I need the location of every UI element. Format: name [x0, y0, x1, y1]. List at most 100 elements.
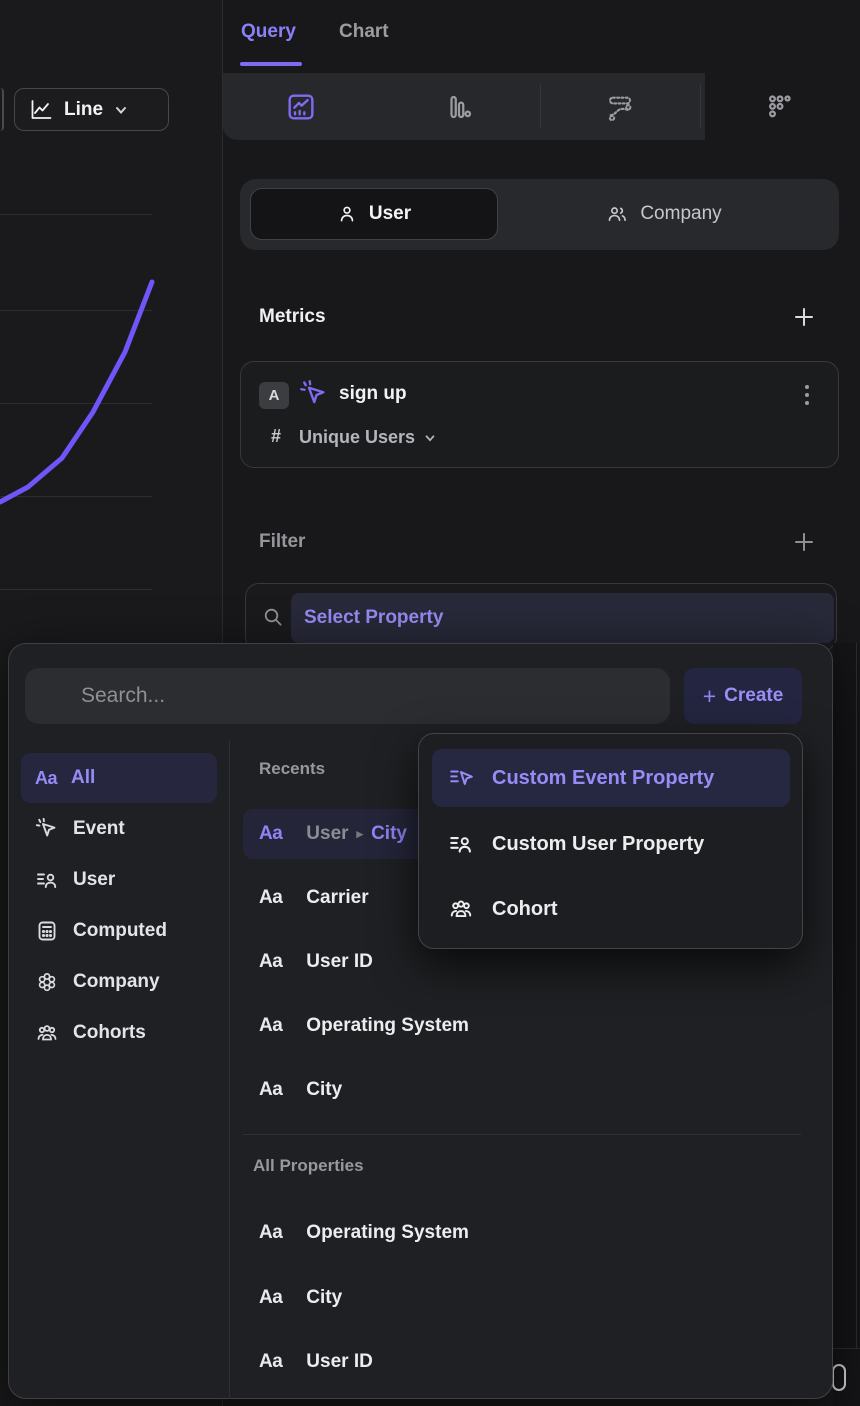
- bar-chart-icon: [450, 95, 472, 118]
- sidebar-divider: [229, 740, 230, 1399]
- aa-icon: Aa: [35, 767, 58, 788]
- cursor-sparkle-icon: [35, 817, 56, 837]
- underlying-panel-border: [856, 643, 857, 1349]
- metric-card[interactable]: A sign up # Unique Users: [240, 361, 839, 468]
- category-label: Company: [73, 971, 160, 992]
- chart-type-insights[interactable]: [223, 73, 378, 140]
- chart-type-retention[interactable]: [700, 73, 860, 140]
- recent-item[interactable]: Aa City: [243, 1065, 342, 1115]
- plus-icon: +: [702, 682, 717, 709]
- people-icon: [608, 207, 627, 222]
- property-label: Carrier: [306, 887, 369, 908]
- recent-child: City: [371, 823, 407, 844]
- property-label: City: [306, 1287, 343, 1308]
- retention-dots-icon: [768, 94, 791, 117]
- recent-item[interactable]: Aa User ID: [243, 937, 373, 987]
- menu-item-cohort[interactable]: Cohort: [432, 883, 790, 935]
- gridline: [0, 403, 152, 404]
- list-divider: [243, 1134, 801, 1135]
- modal-search-input[interactable]: [25, 668, 670, 724]
- property-item[interactable]: Aa User ID: [243, 1337, 373, 1387]
- aa-icon: Aa: [259, 1015, 283, 1036]
- add-metric-button[interactable]: [793, 306, 815, 328]
- category-all[interactable]: Aa All: [21, 753, 217, 803]
- clipped-keycap-hint: [832, 1364, 846, 1391]
- select-property-input[interactable]: Select Property: [291, 593, 834, 643]
- flow-chart-icon: [608, 96, 632, 121]
- recent-item-selected[interactable]: Aa User ▸ City: [243, 809, 425, 859]
- aa-icon: Aa: [259, 951, 283, 972]
- scope-option-company[interactable]: Company: [498, 188, 830, 240]
- recent-parent: User: [306, 823, 349, 844]
- menu-item-label: Custom Event Property: [492, 766, 715, 789]
- scope-user-label: User: [368, 203, 412, 224]
- gridline: [0, 310, 152, 311]
- list-person-icon: [450, 837, 471, 853]
- select-property-placeholder: Select Property: [304, 607, 444, 628]
- property-item[interactable]: Aa City: [243, 1273, 342, 1323]
- gridline: [0, 214, 152, 215]
- tab-chart[interactable]: Chart: [339, 21, 389, 42]
- aa-icon: Aa: [259, 1222, 283, 1243]
- metric-event-name: sign up: [339, 383, 407, 404]
- chart-type-tabbar: [223, 73, 860, 140]
- menu-item-custom-event-property[interactable]: Custom Event Property: [432, 749, 790, 807]
- category-event[interactable]: Event: [21, 804, 217, 854]
- aa-icon: Aa: [259, 1351, 283, 1372]
- company-icon: [38, 973, 56, 992]
- search-icon: [264, 608, 282, 626]
- active-tab-underline: [240, 62, 302, 66]
- category-computed[interactable]: Computed: [21, 906, 217, 956]
- category-label: Computed: [73, 920, 167, 941]
- aa-icon: Aa: [259, 1079, 283, 1100]
- aa-icon: Aa: [259, 1287, 283, 1308]
- filter-title: Filter: [259, 531, 306, 552]
- menu-item-custom-user-property[interactable]: Custom User Property: [432, 818, 790, 870]
- property-label: Operating System: [306, 1015, 469, 1036]
- list-cursor-icon: [450, 770, 473, 785]
- chart-type-funnels[interactable]: [378, 73, 540, 140]
- list-person-icon: [37, 873, 57, 888]
- hash-icon: #: [271, 426, 282, 446]
- metric-series-badge: A: [259, 382, 289, 409]
- chart-style-label: Line: [64, 98, 104, 120]
- metrics-title: Metrics: [259, 306, 326, 327]
- line-chart-icon: [287, 93, 314, 120]
- chart-style-dropdown[interactable]: Line: [14, 88, 169, 131]
- category-cohorts[interactable]: Cohorts: [21, 1008, 217, 1058]
- metric-aggregation-dropdown[interactable]: Unique Users: [299, 427, 437, 448]
- recents-title: Recents: [259, 759, 326, 778]
- person-icon: [340, 206, 354, 222]
- property-label: User ID: [306, 951, 373, 972]
- menu-item-label: Cohort: [492, 897, 558, 920]
- chart-type-flows[interactable]: [540, 73, 700, 140]
- cohort-icon: [450, 900, 472, 918]
- kebab-menu-icon[interactable]: [798, 382, 816, 408]
- add-filter-button[interactable]: [793, 531, 815, 553]
- underlying-panel-sliver: [833, 643, 860, 1406]
- create-button[interactable]: + Create: [684, 668, 802, 724]
- property-label: User ID: [306, 1351, 373, 1372]
- tab-divider: [540, 84, 541, 129]
- gridline: [0, 496, 152, 497]
- property-item[interactable]: Aa Operating System: [243, 1208, 469, 1258]
- category-user[interactable]: User: [21, 855, 217, 905]
- create-menu-popover: Custom Event Property Custom User Proper…: [418, 733, 803, 949]
- menu-item-label: Custom User Property: [492, 832, 705, 855]
- aa-icon: Aa: [259, 823, 283, 844]
- recent-item[interactable]: Aa Carrier: [243, 873, 369, 923]
- property-label: City: [306, 1079, 343, 1100]
- category-label: Cohorts: [73, 1022, 146, 1043]
- scope-option-user[interactable]: User: [250, 188, 498, 240]
- tab-query[interactable]: Query: [241, 21, 296, 42]
- chevron-down-icon: [116, 106, 127, 114]
- property-picker-modal: + Create Aa All Event User: [8, 643, 833, 1399]
- category-company[interactable]: Company: [21, 957, 217, 1007]
- clipped-button-edge: [0, 88, 4, 131]
- cohort-icon: [37, 1025, 57, 1041]
- underlying-panel-divider: [833, 1348, 860, 1349]
- recent-item[interactable]: Aa Operating System: [243, 1001, 469, 1051]
- property-label: Operating System: [306, 1222, 469, 1243]
- tab-divider: [700, 84, 701, 129]
- scope-toggle: User Company: [240, 179, 839, 250]
